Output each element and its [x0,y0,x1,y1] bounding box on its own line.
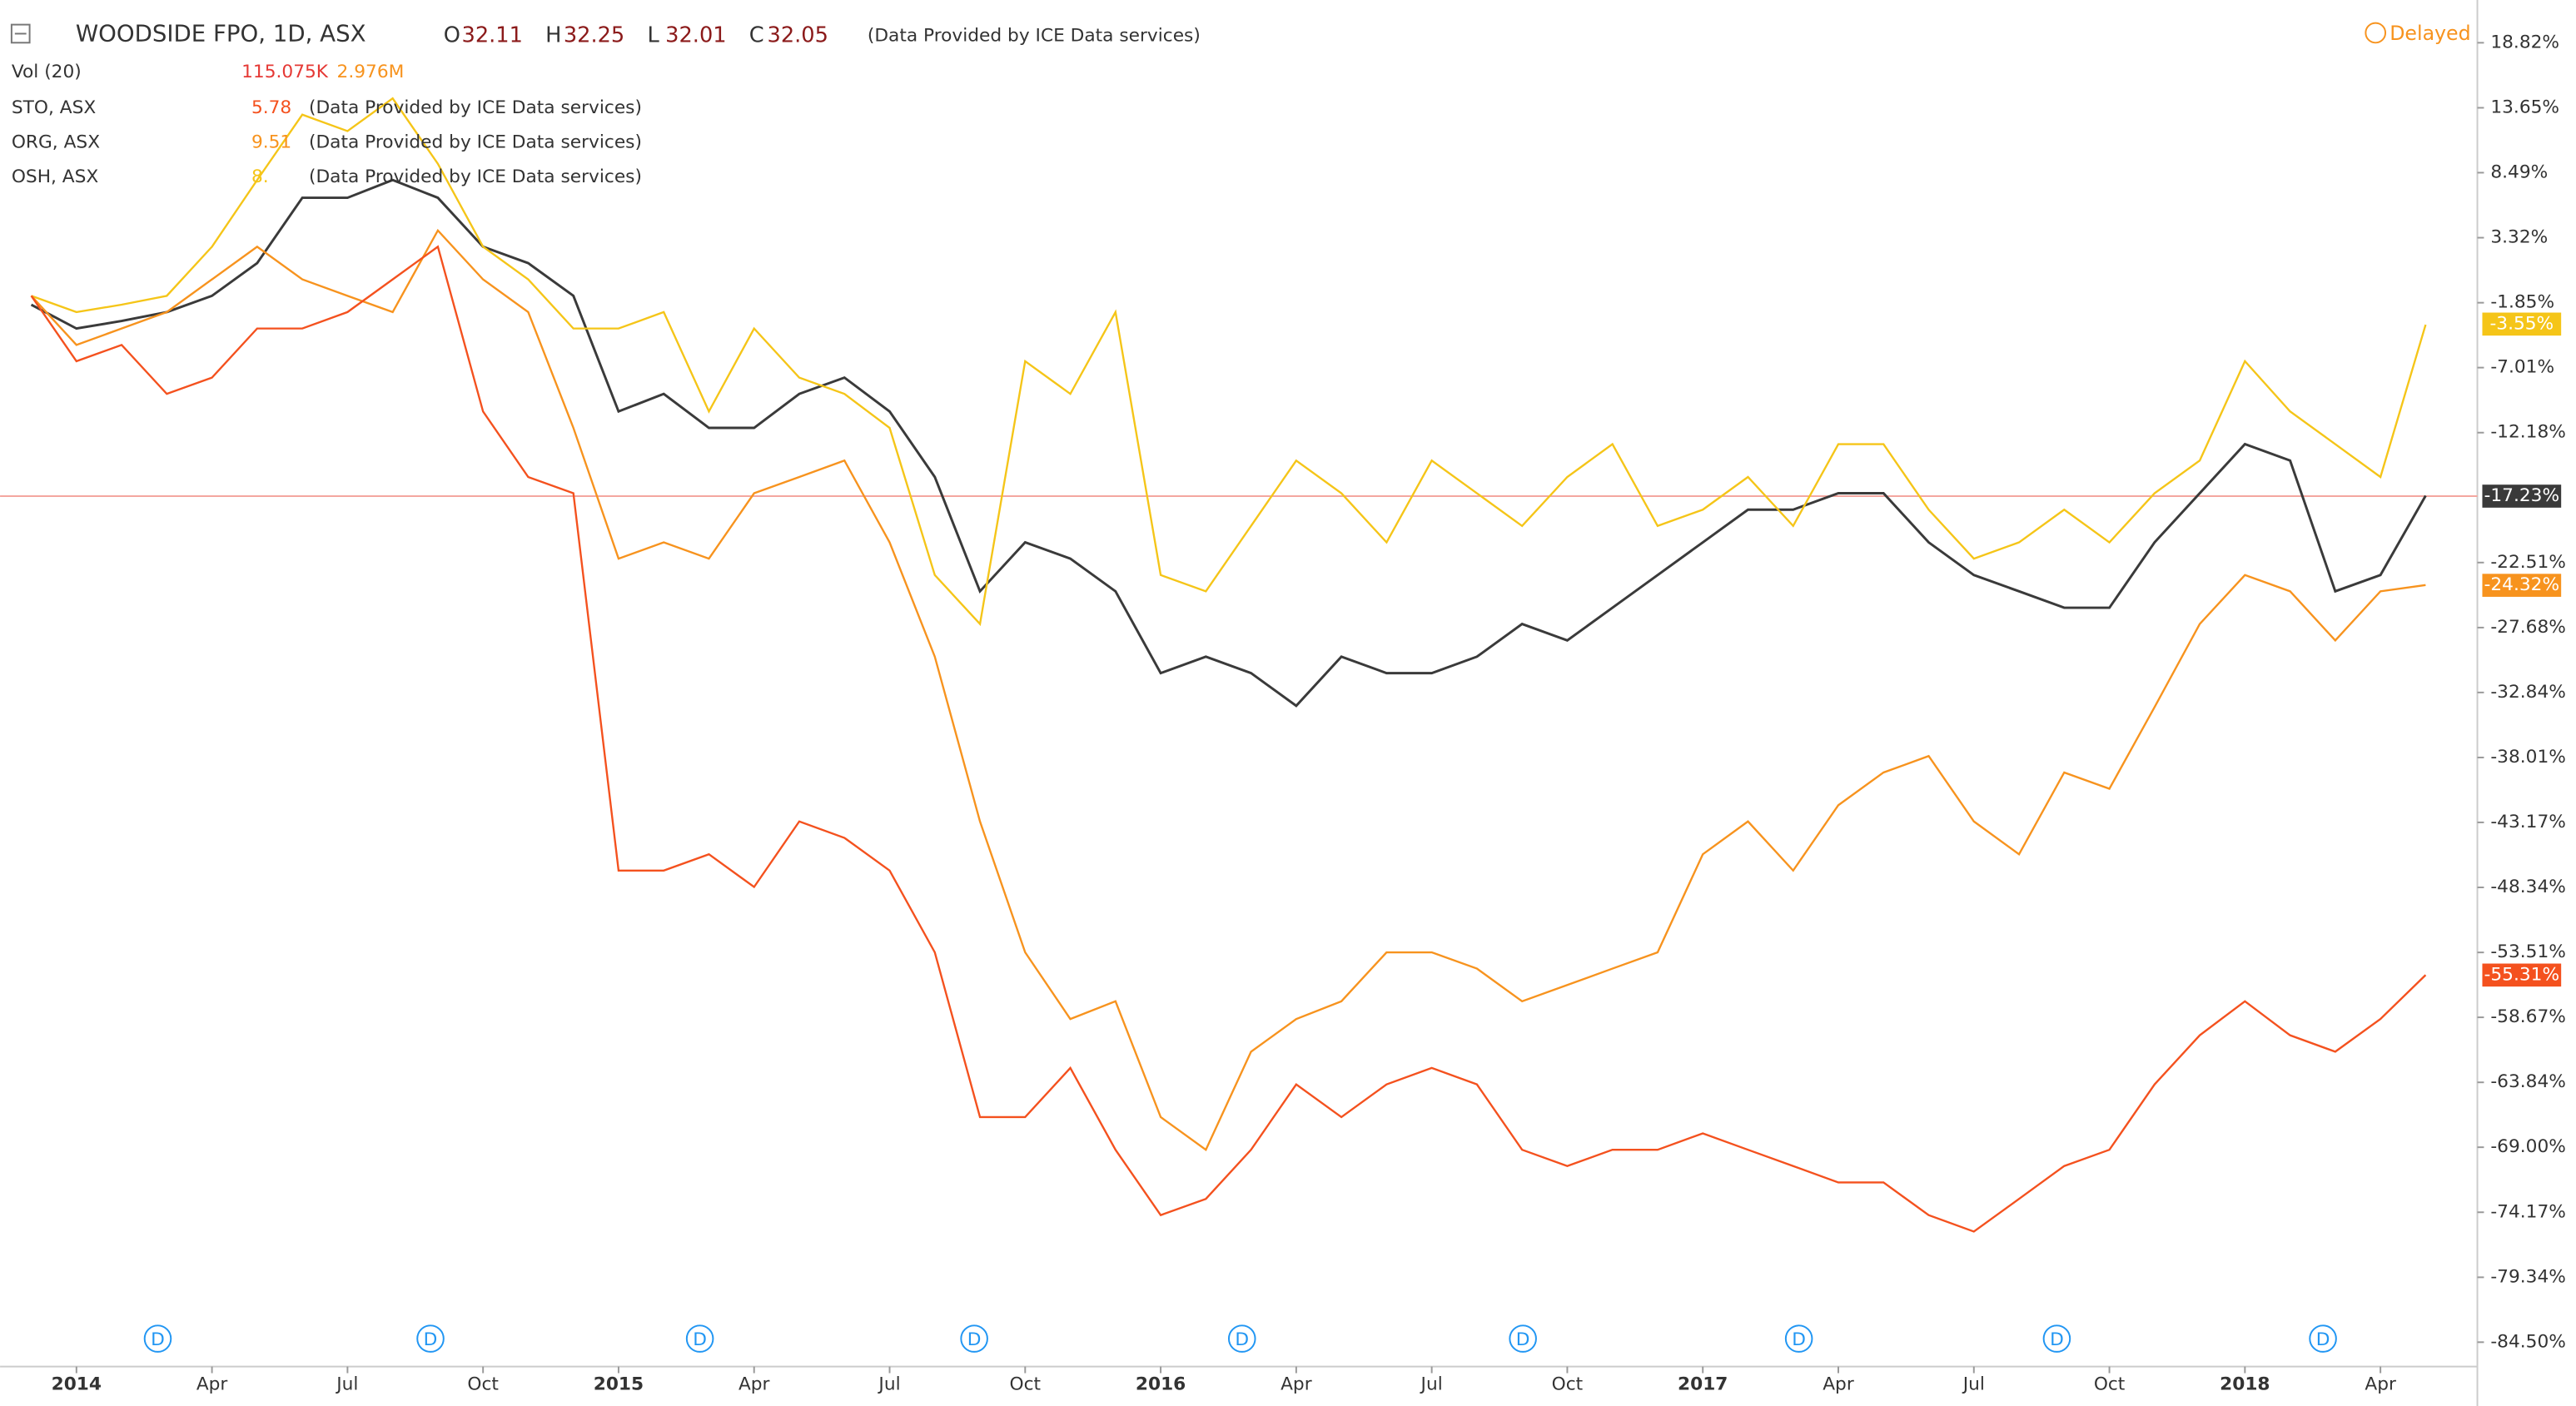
dividend-marker [2042,1324,2071,1353]
y-tick-label: -79.34% [2490,1266,2566,1287]
dividend-marker [1227,1324,1256,1353]
ohlc-key: L [647,22,659,47]
compare-value: 8. [251,166,269,187]
source-note: (Data Provided by ICE Data services) [868,25,1201,46]
ohlc-value: 32.25 [564,22,624,47]
dividend-label: D [2316,1329,2330,1350]
compare-source: (Data Provided by ICE Data services) [309,132,642,153]
x-tick-label: Oct [2094,1374,2126,1394]
dividend-marker [1509,1324,1537,1353]
volume-name: Vol (20) [12,62,82,82]
x-tick-label: Jul [335,1374,358,1394]
symbol-title: WOODSIDE FPO, 1D, ASX [76,19,366,47]
x-tick-label: Jul [1962,1374,1985,1394]
x-tick-label: Oct [1010,1374,1041,1394]
dividend-label: D [1792,1329,1806,1350]
compare-source: (Data Provided by ICE Data services) [309,166,642,187]
dividend-label: D [1516,1329,1530,1350]
x-tick-label: Apr [196,1374,228,1394]
ohlc-key: C [749,22,764,47]
last-value-label: -24.32% [2484,574,2560,595]
last-value-badge [2482,574,2562,597]
y-tick-label: 8.49% [2490,161,2548,182]
last-value-label: -3.55% [2489,313,2554,334]
y-tick-label: -69.00% [2490,1136,2566,1157]
y-tick-label: -53.51% [2490,941,2566,962]
plot-area [0,97,2478,1233]
y-tick-label: -7.01% [2490,357,2554,378]
x-tick-label: 2016 [1136,1374,1186,1394]
compare-value: 9.51 [251,132,291,153]
last-value-label: -55.31% [2484,964,2560,985]
ohlc-key: O [444,22,460,47]
compare-value: 5.78 [251,97,291,118]
x-tick-label: Apr [2365,1374,2396,1394]
compare-name: OSH, ASX [12,166,99,187]
x-tick-label: Oct [1552,1374,1583,1394]
y-tick-label: -48.34% [2490,877,2566,897]
x-tick-label: Apr [738,1374,770,1394]
y-tick-label: -32.84% [2490,682,2566,703]
ohlc-value: 32.01 [665,22,726,47]
y-tick-label: -27.68% [2490,617,2566,638]
x-tick-label: Apr [1823,1374,1854,1394]
last-value-badge [2482,963,2562,987]
ohlc-value: 32.11 [462,22,523,47]
dividend-label: D [424,1329,438,1350]
x-tick-label: Jul [1420,1374,1443,1394]
series-line [30,178,2427,708]
y-tick-label: -1.85% [2490,292,2554,313]
dividend-marker [2309,1324,2337,1353]
last-value-badge [2482,312,2562,336]
x-tick-label: Apr [1281,1374,1312,1394]
delayed-label: Delayed [2390,22,2470,45]
dividend-label: D [1235,1329,1249,1350]
y-tick-label: -22.51% [2490,552,2566,573]
collapse-button[interactable] [10,23,31,44]
dividend-marker [960,1324,988,1353]
dividend-label: D [2050,1329,2064,1350]
ohlc-value: 32.05 [768,22,828,47]
compare-name: STO, ASX [12,97,96,118]
x-tick-label: Oct [467,1374,499,1394]
y-tick-label: 18.82% [2490,32,2559,52]
compare-source: (Data Provided by ICE Data services) [309,97,642,118]
y-tick-label: -58.67% [2490,1006,2566,1027]
y-tick-label: -74.17% [2490,1201,2566,1222]
series-line [30,228,2426,1151]
y-tick-label: 3.32% [2490,227,2548,248]
x-tick-label: 2014 [52,1374,102,1394]
x-tick-label: 2018 [2220,1374,2270,1394]
dividend-marker [1784,1324,1813,1353]
series-line [31,97,2427,627]
y-tick-label: 13.65% [2490,97,2559,117]
y-tick-label: -12.18% [2490,422,2566,443]
volume-value: 115.075K [241,62,329,82]
y-tick-label: -43.17% [2490,812,2566,832]
dividend-marker [416,1324,445,1353]
x-tick-label: 2017 [1678,1374,1728,1394]
y-tick-label: -84.50% [2490,1331,2566,1352]
dividend-marker [685,1324,714,1353]
series-line [30,245,2427,1233]
dividend-label: D [967,1329,982,1350]
x-tick-label: 2015 [594,1374,644,1394]
compare-name: ORG, ASX [12,132,100,153]
last-value-badge [2482,484,2562,508]
ohlc-key: H [545,22,561,47]
y-tick-label: -63.84% [2490,1071,2566,1092]
delayed-icon [2365,22,2387,44]
y-tick-label: -38.01% [2490,747,2566,768]
dividend-marker [143,1324,172,1353]
legend: WOODSIDE FPO, 1D, ASX Delayed O 32.11 H 32.… [10,19,2471,187]
x-tick-label: Jul [877,1374,900,1394]
dividend-label: D [693,1329,707,1350]
volume-value: 2.976M [337,62,405,82]
last-value-label: -17.23% [2484,485,2560,506]
dividend-label: D [151,1329,165,1350]
